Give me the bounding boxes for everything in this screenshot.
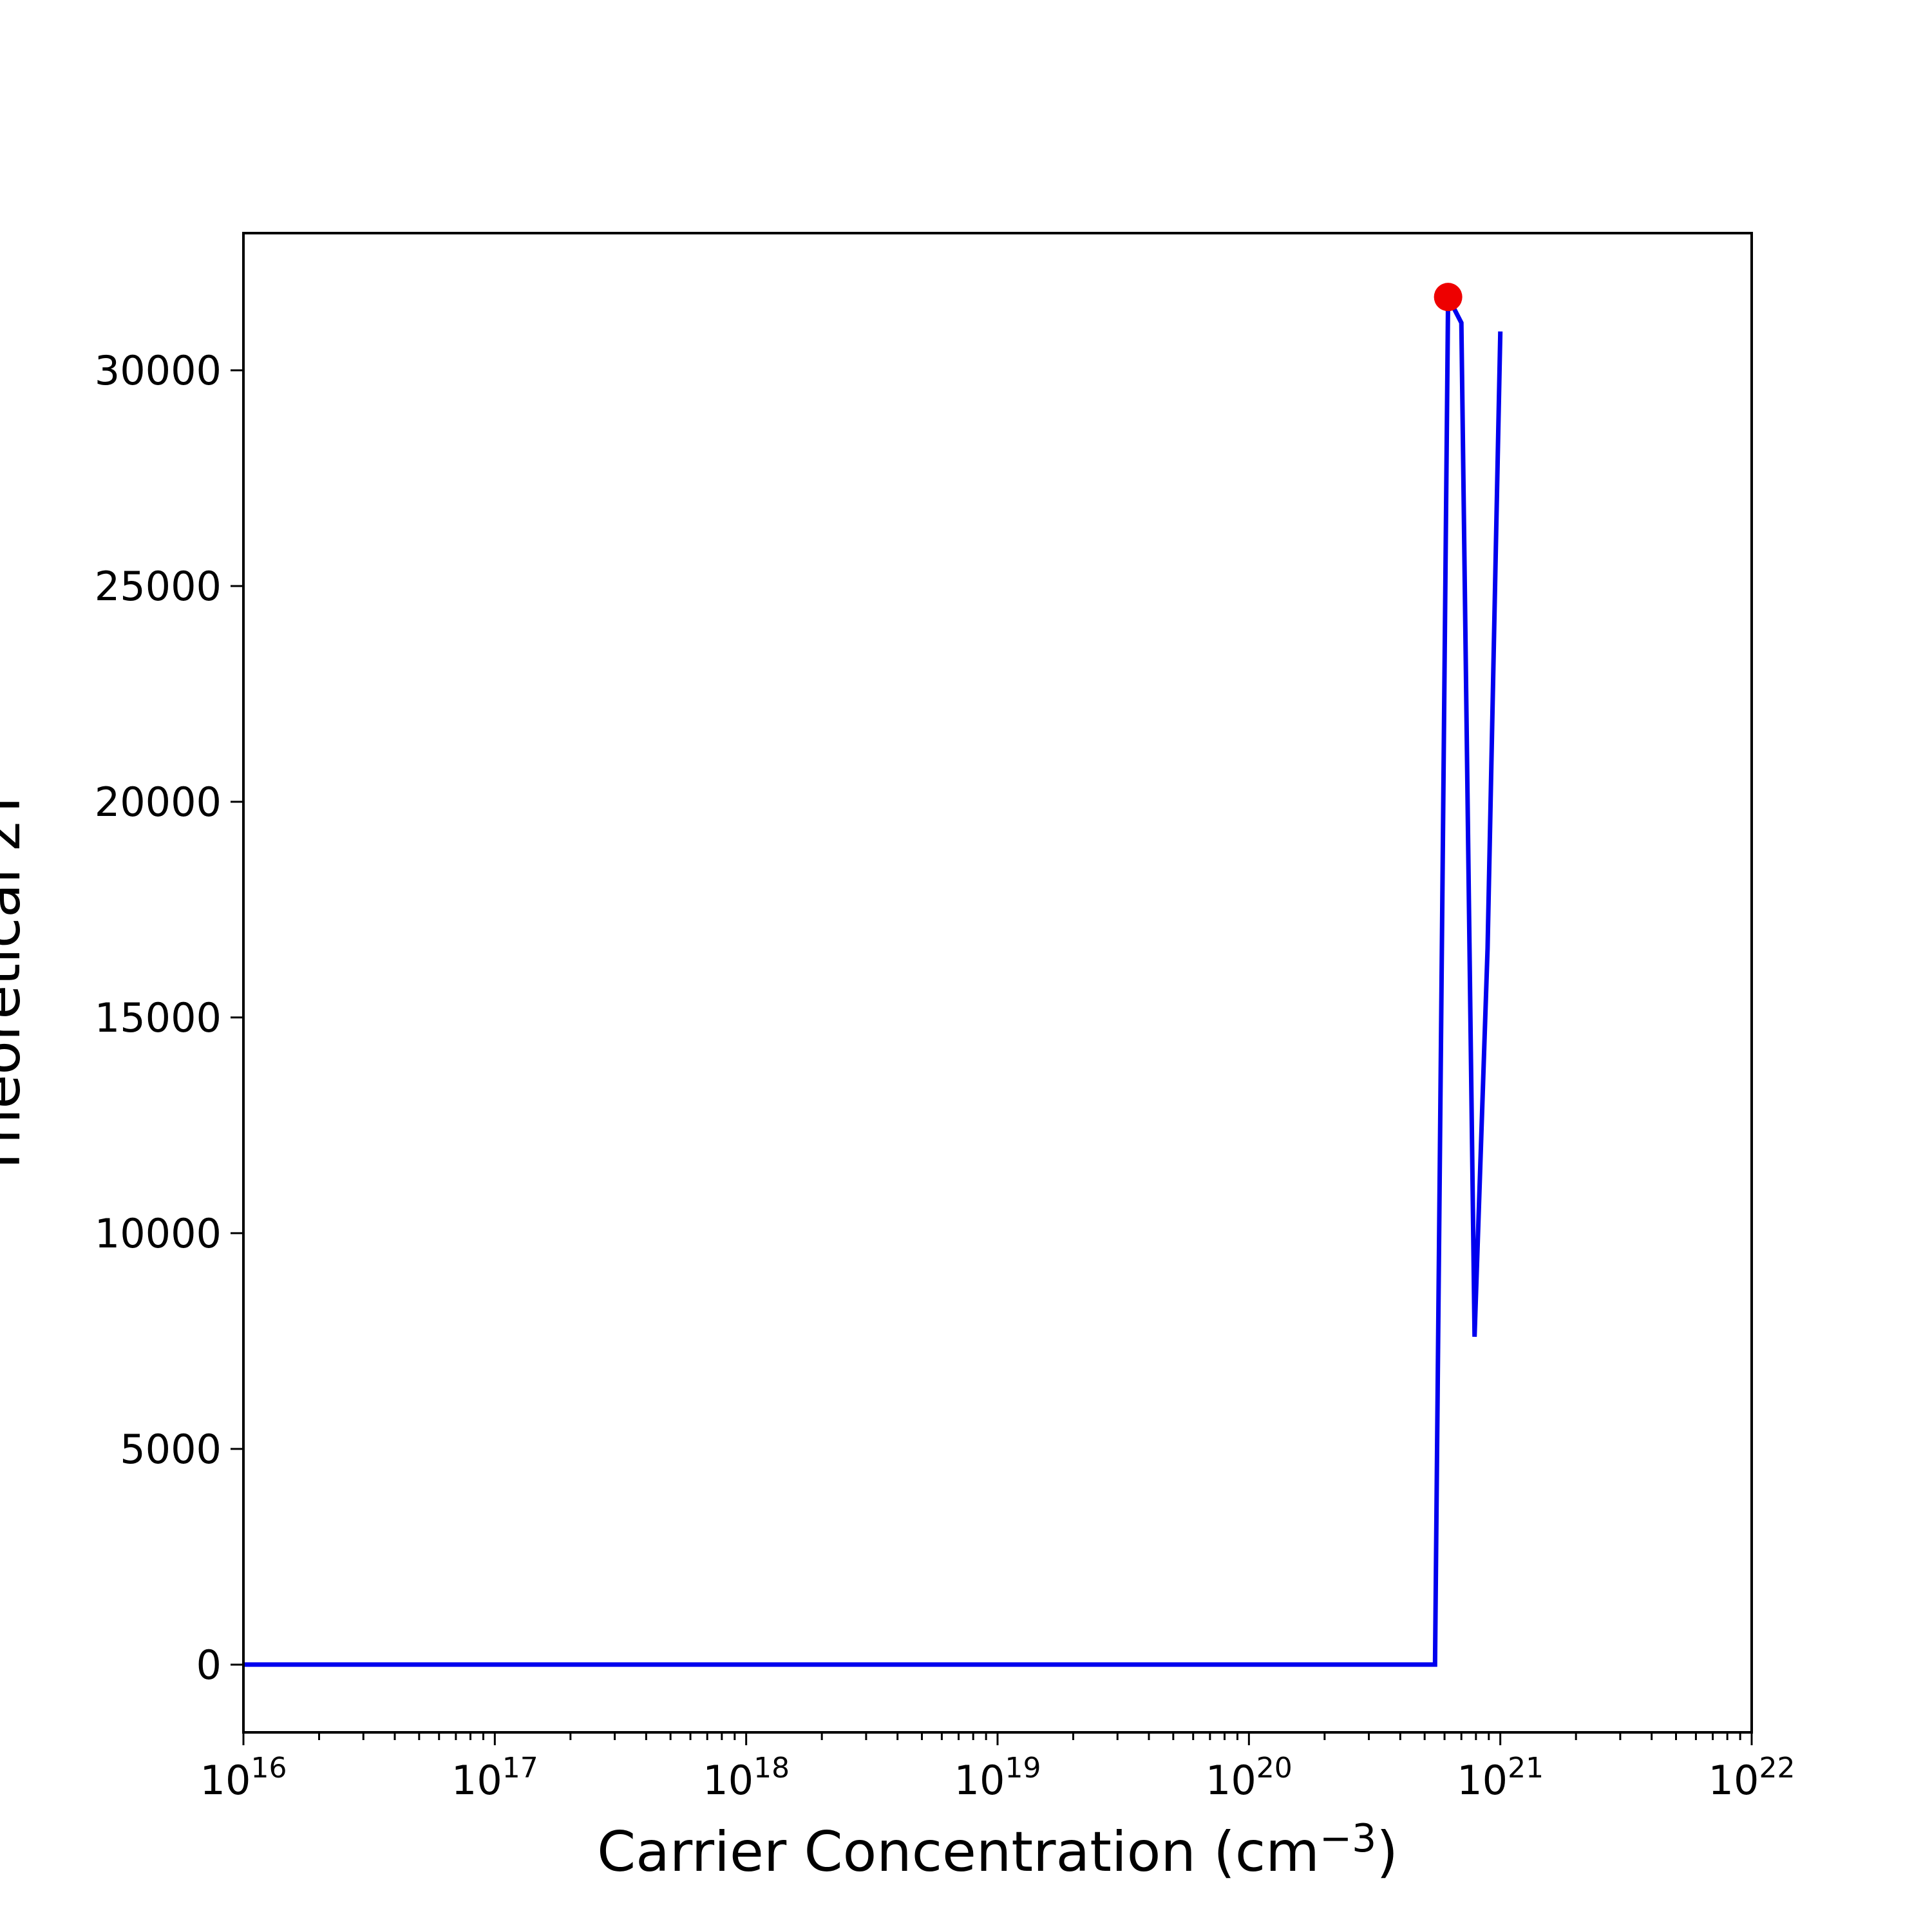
x-tick-label-exponent: 20 <box>1256 1752 1293 1785</box>
x-tick-label: 1022 <box>1709 1752 1795 1804</box>
y-tick-label: 5000 <box>120 1426 222 1473</box>
x-tick-label-exponent: 21 <box>1508 1752 1544 1785</box>
x-tick-label-base: 10 <box>1206 1757 1256 1804</box>
x-tick-label: 1020 <box>1206 1752 1293 1804</box>
x-axis-label-prefix: Carrier Concentration (cm <box>597 1820 1320 1884</box>
x-tick-label-base: 10 <box>1709 1757 1759 1804</box>
x-tick-label: 1021 <box>1457 1752 1544 1804</box>
marker-layer <box>1434 283 1463 312</box>
y-tick-label: 20000 <box>95 779 222 826</box>
series-layer <box>243 296 1503 1667</box>
x-major-ticks <box>242 1732 1753 1745</box>
x-tick-labels: 1016 1017 1018 1019 1020 1021 1022 <box>200 1752 1795 1804</box>
x-tick-label-exponent: 16 <box>251 1752 287 1785</box>
series-line <box>243 296 1503 1667</box>
x-tick-label-base: 10 <box>703 1757 753 1804</box>
y-tick-label: 30000 <box>95 347 222 394</box>
y-axis-label: Theoretical zT <box>0 788 33 1179</box>
x-tick-label-base: 10 <box>451 1757 502 1804</box>
y-tick-label: 15000 <box>95 994 222 1041</box>
x-tick-label-exponent: 18 <box>753 1752 790 1785</box>
x-tick-label-exponent: 19 <box>1005 1752 1041 1785</box>
x-axis-label-suffix: ) <box>1376 1820 1398 1884</box>
x-tick-label-base: 10 <box>200 1757 251 1804</box>
y-tick-labels: 0 5000 10000 15000 20000 25000 30000 <box>95 347 222 1689</box>
x-tick-label-exponent: 22 <box>1759 1752 1795 1785</box>
x-tick-label-exponent: 17 <box>502 1752 538 1785</box>
y-tick-label: 0 <box>196 1642 222 1689</box>
max-zt-marker <box>1434 283 1463 312</box>
x-axis-label: Carrier Concentration (cm−3) <box>597 1816 1398 1884</box>
y-major-ticks <box>231 369 243 1666</box>
x-tick-label-base: 10 <box>1457 1757 1508 1804</box>
x-axis-label-superscript: −3 <box>1320 1816 1376 1861</box>
plot-frame <box>242 232 1753 1734</box>
y-tick-label: 25000 <box>95 563 222 610</box>
x-tick-label: 1018 <box>703 1752 790 1804</box>
x-tick-label-base: 10 <box>954 1757 1005 1804</box>
x-tick-label: 1017 <box>451 1752 538 1804</box>
x-tick-label: 1016 <box>200 1752 287 1804</box>
x-tick-label: 1019 <box>954 1752 1041 1804</box>
y-tick-label: 10000 <box>95 1210 222 1257</box>
